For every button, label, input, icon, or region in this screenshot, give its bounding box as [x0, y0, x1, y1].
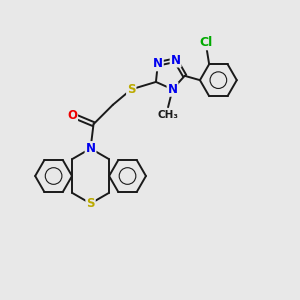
Text: N: N [171, 54, 181, 67]
Text: N: N [85, 142, 96, 155]
Text: S: S [86, 197, 95, 210]
Text: S: S [127, 83, 136, 96]
Text: N: N [167, 83, 178, 96]
Text: Cl: Cl [200, 36, 213, 49]
Text: O: O [67, 109, 77, 122]
Text: N: N [153, 57, 163, 70]
Text: CH₃: CH₃ [158, 110, 178, 120]
